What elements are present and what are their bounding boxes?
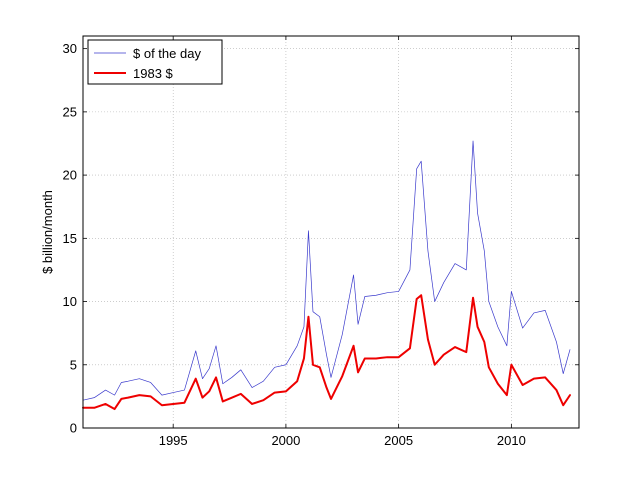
legend-box	[87, 39, 223, 85]
axes-border	[82, 35, 580, 429]
legend: $ of the day 1983 $	[87, 39, 223, 85]
x-tick-label: 2000	[271, 433, 300, 448]
tick-marks	[83, 36, 579, 429]
series-line-1	[82, 140, 571, 401]
y-tick-label: 15	[63, 231, 77, 246]
legend-label-1: $ of the day	[133, 46, 201, 61]
plot-area	[82, 35, 580, 429]
legend-label-2: 1983 $	[133, 66, 174, 81]
x-tick-label: 2005	[384, 433, 413, 448]
y-axis-label: $ billion/month	[40, 190, 55, 274]
grid-lines	[83, 36, 579, 428]
x-tick-label: 1995	[159, 433, 188, 448]
axes-frame	[83, 36, 579, 428]
legend-items: $ of the day 1983 $	[94, 46, 201, 81]
y-tick-label: 0	[70, 421, 77, 436]
x-tick-labels: 1995 2000 2005 2010	[159, 433, 526, 448]
y-tick-label: 10	[63, 294, 77, 309]
y-tick-label: 25	[63, 104, 77, 119]
y-tick-labels: 0 5 10 15 20 25 30	[63, 41, 77, 435]
series-line-2	[82, 294, 571, 411]
y-tick-label: 5	[70, 357, 77, 372]
y-tick-label: 20	[63, 168, 77, 183]
x-tick-label: 2010	[497, 433, 526, 448]
y-tick-label: 30	[63, 41, 77, 56]
series-layer	[82, 140, 571, 411]
